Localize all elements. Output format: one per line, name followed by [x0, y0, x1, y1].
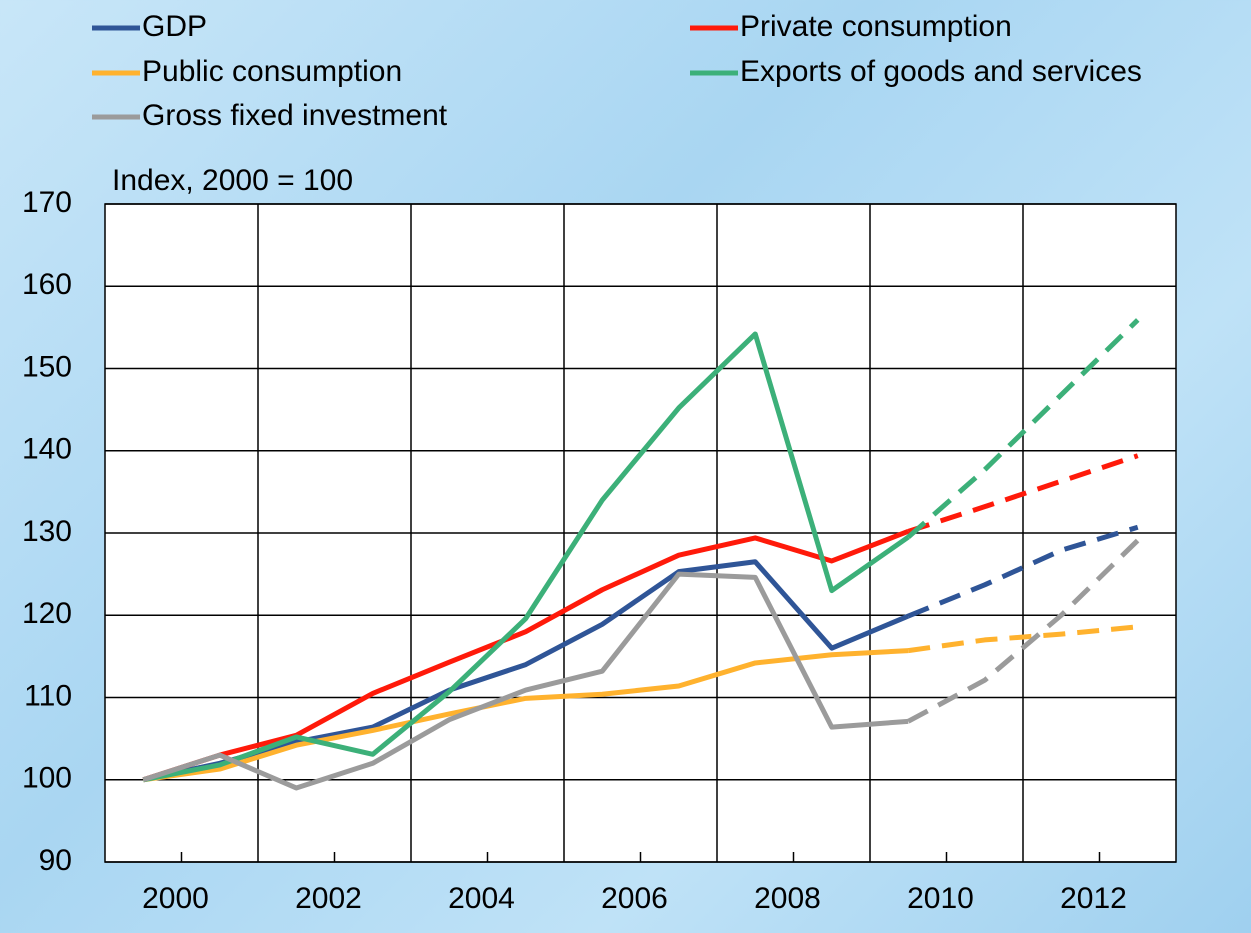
y-tick-label: 130	[22, 515, 72, 548]
legend-label: Gross fixed investment	[142, 99, 448, 132]
legend-label: Private consumption	[740, 10, 1012, 43]
projection-line	[907, 524, 1139, 619]
legend-label: GDP	[142, 10, 207, 43]
y-tick-label: 150	[22, 350, 72, 383]
x-tick-label: 2000	[142, 882, 209, 915]
legend-label: Exports of goods and services	[740, 55, 1142, 88]
x-tick-label: 2004	[448, 882, 515, 915]
series-line	[142, 331, 910, 783]
y-tick-label: 120	[22, 597, 72, 630]
y-tick-label: 90	[39, 844, 72, 877]
y-tick-label: 100	[22, 762, 72, 795]
y-tick-label: 110	[24, 679, 72, 712]
y-tick-label: 140	[22, 433, 72, 466]
series-line	[142, 571, 909, 791]
series-line	[142, 648, 909, 783]
x-tick-label: 2010	[907, 882, 974, 915]
projection-line	[907, 624, 1138, 654]
x-tick-label: 2012	[1060, 882, 1127, 915]
x-tick-label: 2002	[295, 882, 362, 915]
plot-border	[104, 203, 1177, 863]
y-tick-label: 170	[22, 186, 72, 219]
projection-line	[907, 538, 1140, 724]
projection-line	[906, 318, 1140, 539]
x-tick-label: 2008	[754, 882, 821, 915]
projection-line	[907, 453, 1139, 534]
y-axis-label: Index, 2000 = 100	[112, 164, 353, 197]
series-line	[142, 559, 910, 783]
series-line	[142, 529, 910, 783]
y-tick-label: 160	[22, 268, 72, 301]
x-tick-label: 2006	[601, 882, 668, 915]
legend-label: Public consumption	[142, 55, 402, 88]
